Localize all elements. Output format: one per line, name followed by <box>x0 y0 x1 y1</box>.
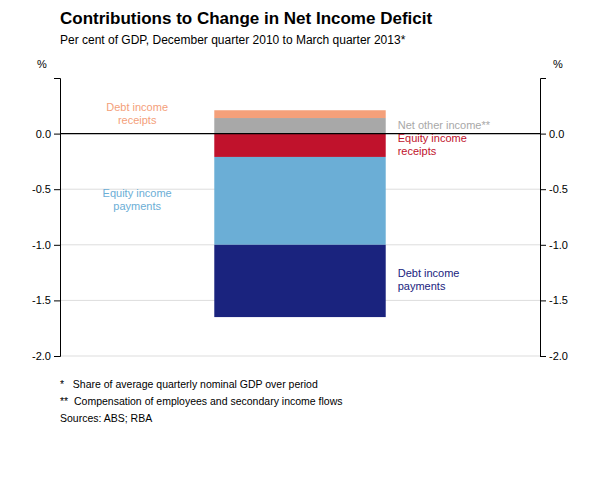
annotation: Equity incomepayments <box>103 187 172 212</box>
tick-mark <box>54 300 60 301</box>
tick: -2.0 <box>32 350 60 362</box>
axis-label: % <box>553 58 563 70</box>
tick: -0.5 <box>540 183 568 195</box>
annotation-line: receipts <box>398 145 437 157</box>
tick: -1.5 <box>32 294 60 306</box>
footnote-line: Sources: ABS; RBA <box>60 412 152 424</box>
tick-mark <box>54 245 60 246</box>
tick-mark <box>540 134 546 135</box>
tick-mark <box>540 300 546 301</box>
tick: -1.5 <box>540 294 568 306</box>
chart: Contributions to Change in Net Income De… <box>0 0 600 496</box>
bar <box>214 110 385 118</box>
footnotes: * Share of average quarterly nominal GDP… <box>60 378 343 424</box>
grid <box>60 134 540 356</box>
y2-axis: -2.0 -1.5 -1.0 -0.5 0.0 <box>540 79 568 363</box>
annotation-line: payments <box>113 200 161 212</box>
tick-label: 0.0 <box>549 128 564 140</box>
annotation: Equity incomereceipts <box>398 132 467 157</box>
bar <box>214 245 385 317</box>
axis-line <box>54 79 61 357</box>
tick-label: -2.0 <box>549 350 568 362</box>
annotation-line: payments <box>398 280 446 292</box>
annotation-line: Debt income <box>106 101 168 113</box>
annotations: Net other income**Debt incomereceiptsEqu… <box>103 101 491 293</box>
bar <box>214 157 385 245</box>
annotation: Net other income** <box>398 119 491 131</box>
zero-line <box>60 133 540 134</box>
axis-label: % <box>37 58 47 70</box>
grid-line <box>60 356 540 357</box>
tick: 0.0 <box>540 128 564 140</box>
tick-label: -1.0 <box>549 239 568 251</box>
tick-mark <box>54 134 60 135</box>
annotation-line: Debt income <box>398 267 460 279</box>
tick-label: 0.0 <box>36 128 51 140</box>
title: Contributions to Change in Net Income De… <box>60 9 432 28</box>
tick: -2.0 <box>540 350 568 362</box>
tick: -0.5 <box>32 183 60 195</box>
annotation-line: Equity income <box>398 132 467 144</box>
tick-mark <box>54 189 60 190</box>
y-axis: -2.0 -1.5 -1.0 -0.5 0.0 <box>32 79 60 363</box>
bar <box>214 118 385 134</box>
plot: -2.0 -1.5 -1.0 -0.5 0.0 -2.0 -1.5 -1.0 -0.5 0.0 Ne… <box>32 79 568 363</box>
annotation: Debt incomereceipts <box>106 101 168 126</box>
tick-label: -1.5 <box>549 294 568 306</box>
tick-label: -0.5 <box>549 183 568 195</box>
tick: -1.0 <box>32 239 60 251</box>
tick-label: -1.5 <box>32 294 51 306</box>
footnote-line: * Share of average quarterly nominal GDP… <box>60 378 318 390</box>
tick-label: -1.0 <box>32 239 51 251</box>
grid-line <box>60 133 540 134</box>
tick: 0.0 <box>36 128 60 140</box>
tick-mark <box>54 356 60 357</box>
tick: -1.0 <box>540 239 568 251</box>
subtitle: Per cent of GDP, December quarter 2010 t… <box>60 33 406 47</box>
annotation-line: Equity income <box>103 187 172 199</box>
tick-mark <box>540 189 546 190</box>
tick-label: -0.5 <box>32 183 51 195</box>
annotation-line: receipts <box>118 114 157 126</box>
axis-line <box>541 79 547 357</box>
bar <box>214 134 385 157</box>
annotation: Debt incomepayments <box>398 267 460 292</box>
tick-mark <box>540 245 546 246</box>
tick-label: -2.0 <box>32 350 51 362</box>
bars <box>214 110 385 317</box>
annotation-line: Net other income** <box>398 119 491 131</box>
footnote-line: ** Compensation of employees and seconda… <box>60 395 343 407</box>
tick-mark <box>540 356 546 357</box>
